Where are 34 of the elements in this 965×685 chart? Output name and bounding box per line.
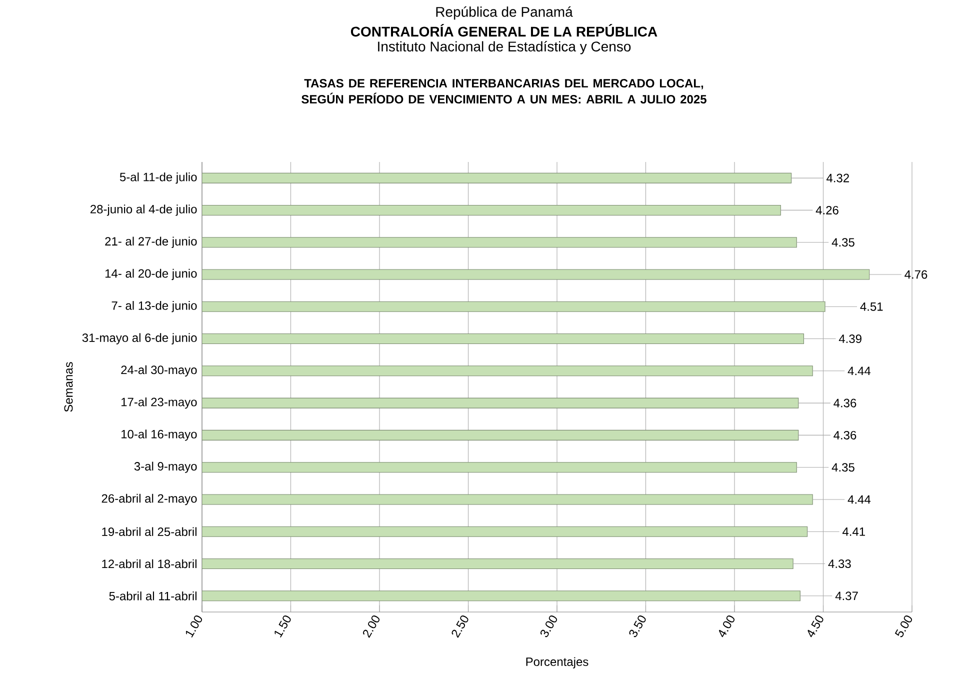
y-tick-label: 14- al 20-de junio xyxy=(105,268,197,280)
chart-title: TASAS DE REFERENCIA INTERBANCARIAS DEL MERCADO LOCAL, SEGÚN PERÍODO DE VENCIMIENTO A UN MES: ABRIL A JULIO 2025 xyxy=(302,79,706,104)
data-label: 4.36 xyxy=(834,430,856,440)
data-label: 4.39 xyxy=(838,334,862,344)
data-label: 4.41 xyxy=(842,527,865,536)
data-label: 4.35 xyxy=(832,463,854,472)
y-tick-label: 31-mayo al 6-de junio xyxy=(82,333,197,344)
y-tick-label: 28-junio al 4-de julio xyxy=(90,204,197,216)
data-label: 4.51 xyxy=(860,302,883,311)
text: CONTRALORÍA GENERAL DE LA REPÚBLICA xyxy=(350,24,658,37)
data-label: 4.44 xyxy=(848,366,871,376)
y-tick-label: 5-al 11-de julio xyxy=(120,172,197,184)
y-tick-label: 3-al 9-mayo xyxy=(134,462,197,473)
data-label: 4.35 xyxy=(832,238,854,247)
data-label: 4.26 xyxy=(816,206,838,214)
y-tick-label: 5-abril al 11-abril xyxy=(109,592,196,600)
data-label: 4.32 xyxy=(826,174,849,182)
y-tick-label: 10-al 16-mayo xyxy=(122,430,197,441)
x-axis-title: Porcentajes xyxy=(526,657,588,668)
text: República de Panamá xyxy=(436,6,573,20)
data-label: 4.44 xyxy=(848,495,871,504)
y-tick-label: 21- al 27-de junio xyxy=(105,236,197,248)
data-label: 4.37 xyxy=(835,592,858,600)
text: Instituto Nacional de Estadística y Censo xyxy=(378,41,631,54)
data-label: 4.36 xyxy=(834,398,856,408)
y-tick-label: 24-al 30-mayo xyxy=(121,365,197,377)
y-tick-label: 26-abril al 2-mayo xyxy=(102,494,197,506)
data-label: 4.76 xyxy=(904,270,928,279)
y-tick-label: 17-al 23-mayo xyxy=(122,397,197,409)
y-axis-title: Semanas xyxy=(64,362,73,412)
data-label: 4.33 xyxy=(828,560,851,568)
y-tick-label: 12-abril al 18-abril xyxy=(102,559,196,568)
y-tick-label: 19-abril al 25-abril xyxy=(102,527,196,536)
y-tick-label: 7- al 13-de junio xyxy=(112,301,197,312)
